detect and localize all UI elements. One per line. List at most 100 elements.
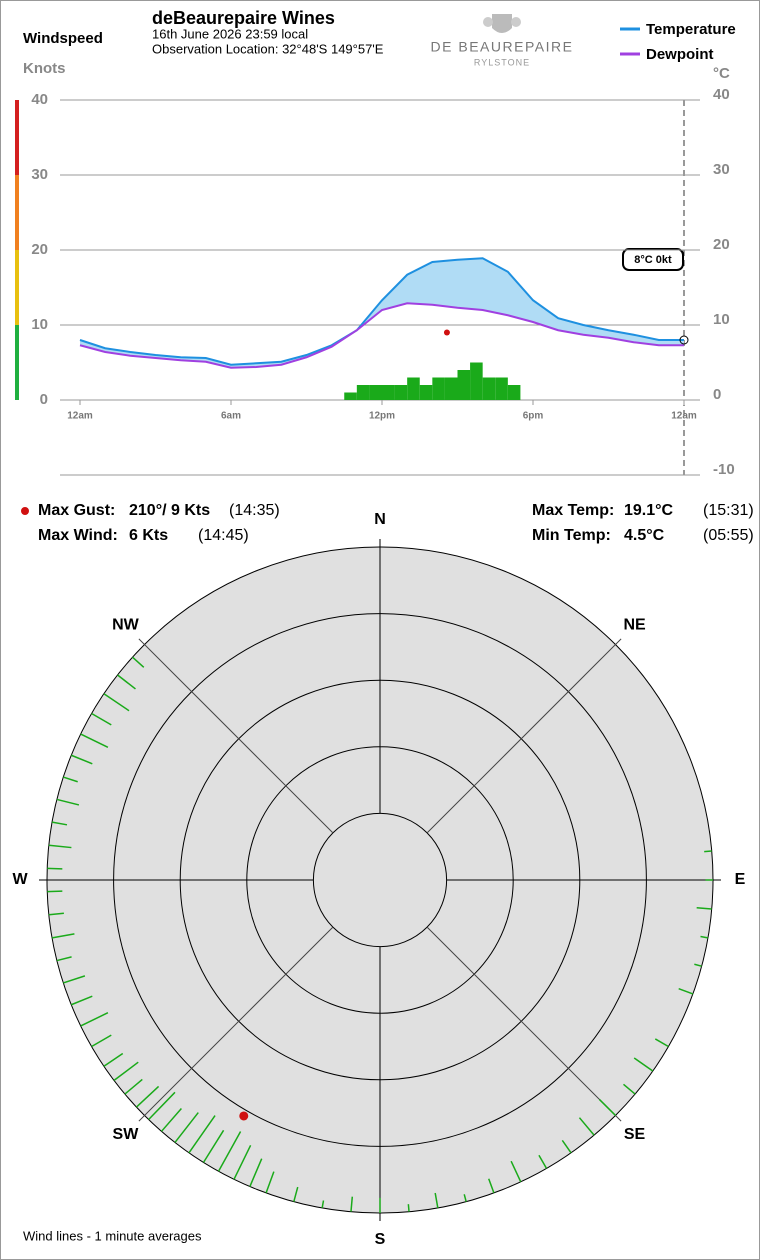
y2-tick-label: -10	[713, 461, 735, 478]
wind-line	[188, 1115, 216, 1154]
wind-line	[510, 1160, 522, 1183]
gust-point	[239, 1111, 249, 1121]
wind-line	[321, 1200, 325, 1209]
wind-line	[48, 844, 72, 849]
wind-bar	[382, 385, 395, 400]
y-tick-label: 20	[31, 241, 48, 258]
wind-line	[293, 1186, 299, 1202]
stat-value: 19.1°C	[624, 502, 674, 519]
crest	[492, 14, 512, 33]
legend-label: Dewpoint	[646, 46, 714, 63]
wind-line	[434, 1192, 439, 1209]
rose-spoke	[138, 638, 334, 834]
title: deBeaurepaire Wines	[152, 8, 335, 28]
wind-line	[51, 933, 75, 939]
direction-label: NE	[623, 617, 646, 634]
y-tick-label: 30	[31, 166, 48, 183]
current-box-frame	[622, 248, 684, 271]
y-tick-label: 10	[31, 316, 48, 333]
wind-line	[249, 1158, 263, 1187]
wind-line	[47, 867, 63, 870]
stat-time: (15:31)	[703, 502, 754, 519]
wind-line	[63, 776, 78, 783]
x-tick-label: 12am	[671, 411, 697, 422]
wind-line	[578, 1117, 595, 1136]
wind-line	[117, 674, 136, 690]
series-line	[79, 257, 684, 366]
direction-label: W	[12, 871, 28, 888]
series-line	[79, 302, 684, 369]
wind-line	[700, 935, 709, 939]
stat-value: 4.5°C	[624, 527, 665, 544]
y2-unit: °C	[713, 65, 730, 82]
wind-line	[407, 1204, 410, 1212]
wind-line	[80, 733, 109, 748]
rose-spoke	[426, 926, 622, 1122]
location: Observation Location: 32°48'S 149°57'E	[152, 41, 384, 56]
wind-bar	[495, 377, 508, 400]
x-tick-label: 12am	[67, 411, 93, 422]
wind-line	[654, 1038, 669, 1048]
wind-line	[704, 850, 712, 853]
wind-bar	[482, 377, 496, 400]
direction-label: N	[374, 511, 386, 528]
wind-line	[47, 890, 63, 893]
stat-label: Max Wind:	[38, 527, 118, 544]
wind-line	[217, 1131, 242, 1172]
wind-line	[148, 1091, 176, 1121]
wind-line	[48, 912, 64, 916]
wind-line	[70, 754, 93, 765]
direction-label: SE	[624, 1126, 646, 1143]
wind-bar	[444, 377, 458, 400]
wind-line	[202, 1129, 225, 1163]
y2-tick-label: 10	[713, 311, 730, 328]
wind-line	[91, 712, 112, 726]
rose-spoke	[426, 638, 622, 834]
bar-yellow	[15, 250, 19, 325]
current-box: 8°C 0kt	[622, 248, 684, 271]
y-title: Windspeed	[23, 30, 103, 47]
stat-label: Max Gust:	[38, 502, 115, 519]
wind-bar	[432, 377, 445, 400]
gust-point	[443, 329, 450, 336]
y2-tick-label: 40	[713, 86, 730, 103]
wind-line	[103, 693, 130, 712]
wind-line	[561, 1139, 572, 1154]
stat-time: (05:55)	[703, 527, 754, 544]
wind-line	[56, 798, 80, 806]
wind-line	[265, 1171, 275, 1194]
direction-label: NW	[112, 617, 140, 634]
wind-bar	[356, 385, 370, 400]
crest-left	[483, 17, 493, 27]
direction-label: SW	[113, 1126, 140, 1143]
wind-line	[623, 1083, 636, 1095]
wind-line	[56, 956, 72, 962]
wind-line	[633, 1057, 654, 1072]
wind-bar	[394, 385, 408, 400]
legend-label: Temperature	[646, 21, 736, 38]
rose-spoke	[138, 926, 334, 1122]
wind-line	[598, 1098, 616, 1116]
y2-tick-label: 30	[713, 161, 730, 178]
y-tick-label: 0	[40, 391, 48, 408]
logo: DE BEAUREPAIRE RYLSTONE	[431, 14, 574, 67]
wind-bar	[470, 362, 483, 400]
stat-value: 210°/ 9 Kts	[129, 502, 210, 519]
stat-label: Max Temp:	[532, 502, 614, 519]
wind-bar	[369, 385, 382, 400]
y-tick-label: 40	[31, 91, 48, 108]
date: 16th June 2026 23:59 local	[152, 26, 308, 41]
wind-bar	[419, 385, 433, 400]
wind-line	[113, 1061, 139, 1082]
x-tick-label: 12pm	[369, 411, 395, 422]
wind-line	[696, 906, 712, 910]
bar-red	[15, 100, 19, 175]
logo-text: DE BEAUREPAIRE	[431, 39, 574, 55]
y-unit: Knots	[23, 60, 66, 77]
x-tick-label: 6pm	[523, 411, 544, 422]
wind-line	[488, 1178, 495, 1194]
wind-line	[463, 1194, 467, 1202]
logo-sub: RYLSTONE	[474, 57, 530, 67]
y2-tick-label: 20	[713, 236, 730, 253]
